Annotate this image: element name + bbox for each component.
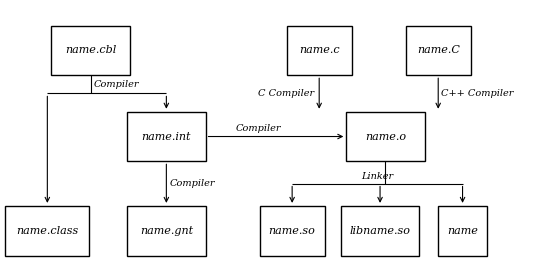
Text: name.gnt: name.gnt bbox=[140, 226, 193, 236]
Text: Linker: Linker bbox=[361, 172, 393, 180]
Text: Compiler: Compiler bbox=[94, 80, 139, 89]
Text: name: name bbox=[447, 226, 478, 236]
Text: name.so: name.so bbox=[269, 226, 315, 236]
Text: libname.so: libname.so bbox=[349, 226, 411, 236]
Text: Compiler: Compiler bbox=[235, 123, 281, 133]
Bar bbox=[51, 26, 130, 75]
Text: name.cbl: name.cbl bbox=[65, 45, 116, 55]
Text: Compiler: Compiler bbox=[169, 179, 215, 188]
Text: name.C: name.C bbox=[417, 45, 460, 55]
Bar bbox=[406, 26, 471, 75]
Bar bbox=[5, 206, 89, 256]
Text: name.class: name.class bbox=[16, 226, 78, 236]
Bar bbox=[127, 206, 206, 256]
Bar bbox=[127, 112, 206, 161]
Bar bbox=[287, 26, 352, 75]
Bar bbox=[341, 206, 419, 256]
Bar bbox=[438, 206, 487, 256]
Text: name.int: name.int bbox=[142, 132, 191, 141]
Text: C Compiler: C Compiler bbox=[258, 89, 314, 98]
Text: name.o: name.o bbox=[365, 132, 406, 141]
Text: name.c: name.c bbox=[299, 45, 340, 55]
Bar bbox=[260, 206, 325, 256]
Text: C++ Compiler: C++ Compiler bbox=[441, 89, 513, 98]
Bar bbox=[346, 112, 425, 161]
